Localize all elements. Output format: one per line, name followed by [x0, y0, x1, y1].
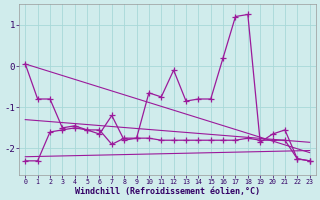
X-axis label: Windchill (Refroidissement éolien,°C): Windchill (Refroidissement éolien,°C) [75, 187, 260, 196]
